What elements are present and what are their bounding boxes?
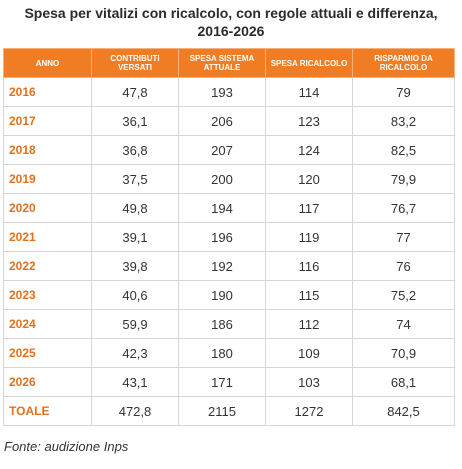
year-cell: 2022	[3, 251, 92, 281]
year-cell: 2024	[3, 309, 92, 339]
source-note: Fonte: audizione Inps	[4, 439, 129, 454]
risparmio-cell: 842,5	[352, 396, 455, 426]
contributi-cell: 39,1	[91, 222, 179, 252]
chart-title-line-1: Spesa per vitalizi con ricalcolo, con re…	[24, 5, 438, 21]
header-row: ANNO CONTRIBUTI VERSATI SPESA SISTEMA AT…	[3, 48, 455, 78]
contributi-cell: 37,5	[91, 164, 179, 194]
contributi-cell: 40,6	[91, 280, 179, 310]
year-cell: 2018	[3, 135, 92, 165]
spesa-ricalcolo-cell: 115	[265, 280, 353, 310]
table-body: 2016 47,8 193 114 79 2017 36,1 206 123 83,2 2018 36…	[3, 77, 455, 426]
total-row: TOALE 472,8 2115 1272 842,5	[3, 396, 455, 426]
risparmio-cell: 70,9	[352, 338, 455, 368]
chart-title-line-2: 2016-2026	[197, 23, 265, 39]
spesa-attuale-cell: 186	[178, 309, 266, 339]
table-row: 2026 43,1 171 103 68,1	[3, 367, 455, 397]
risparmio-cell: 68,1	[352, 367, 455, 397]
spesa-ricalcolo-cell: 1272	[265, 396, 353, 426]
spesa-ricalcolo-cell: 119	[265, 222, 353, 252]
spesa-ricalcolo-cell: 123	[265, 106, 353, 136]
contributi-cell: 472,8	[91, 396, 179, 426]
chart-title: Spesa per vitalizi con ricalcolo, con re…	[0, 4, 462, 40]
spesa-attuale-cell: 192	[178, 251, 266, 281]
table-row: 2024 59,9 186 112 74	[3, 309, 455, 339]
column-header-spesa-ricalcolo: SPESA RICALCOLO	[265, 48, 353, 78]
risparmio-cell: 83,2	[352, 106, 455, 136]
spesa-ricalcolo-cell: 120	[265, 164, 353, 194]
year-cell: 2026	[3, 367, 92, 397]
risparmio-cell: 74	[352, 309, 455, 339]
year-cell: 2016	[3, 77, 92, 107]
table-row: 2022 39,8 192 116 76	[3, 251, 455, 281]
table-row: 2018 36,8 207 124 82,5	[3, 135, 455, 165]
table-row: 2021 39,1 196 119 77	[3, 222, 455, 252]
spesa-ricalcolo-cell: 109	[265, 338, 353, 368]
contributi-cell: 49,8	[91, 193, 179, 223]
column-header-anno: ANNO	[3, 48, 92, 78]
year-cell: 2021	[3, 222, 92, 252]
contributi-cell: 42,3	[91, 338, 179, 368]
contributi-cell: 36,8	[91, 135, 179, 165]
spesa-ricalcolo-cell: 124	[265, 135, 353, 165]
year-cell: TOALE	[3, 396, 92, 426]
spesa-ricalcolo-cell: 112	[265, 309, 353, 339]
spesa-ricalcolo-cell: 116	[265, 251, 353, 281]
table-row: 2023 40,6 190 115 75,2	[3, 280, 455, 310]
spesa-attuale-cell: 194	[178, 193, 266, 223]
risparmio-cell: 79	[352, 77, 455, 107]
contributi-cell: 47,8	[91, 77, 179, 107]
spesa-attuale-cell: 200	[178, 164, 266, 194]
spesa-ricalcolo-cell: 103	[265, 367, 353, 397]
table-header: ANNO CONTRIBUTI VERSATI SPESA SISTEMA AT…	[3, 48, 455, 78]
table-row: 2020 49,8 194 117 76,7	[3, 193, 455, 223]
data-table: ANNO CONTRIBUTI VERSATI SPESA SISTEMA AT…	[3, 48, 455, 426]
risparmio-cell: 82,5	[352, 135, 455, 165]
contributi-cell: 43,1	[91, 367, 179, 397]
column-header-spesa-sistema-attuale: SPESA SISTEMA ATTUALE	[178, 48, 266, 78]
spesa-attuale-cell: 190	[178, 280, 266, 310]
year-cell: 2019	[3, 164, 92, 194]
spesa-attuale-cell: 180	[178, 338, 266, 368]
spesa-attuale-cell: 207	[178, 135, 266, 165]
risparmio-cell: 76,7	[352, 193, 455, 223]
spesa-attuale-cell: 171	[178, 367, 266, 397]
column-header-risparmio-da-ricalcolo: RISPARMIO DA RICALCOLO	[352, 48, 455, 78]
table-row: 2016 47,8 193 114 79	[3, 77, 455, 107]
risparmio-cell: 75,2	[352, 280, 455, 310]
spesa-ricalcolo-cell: 117	[265, 193, 353, 223]
year-cell: 2020	[3, 193, 92, 223]
year-cell: 2017	[3, 106, 92, 136]
spesa-attuale-cell: 193	[178, 77, 266, 107]
spesa-attuale-cell: 2115	[178, 396, 266, 426]
risparmio-cell: 79,9	[352, 164, 455, 194]
table-row: 2025 42,3 180 109 70,9	[3, 338, 455, 368]
spesa-attuale-cell: 206	[178, 106, 266, 136]
risparmio-cell: 76	[352, 251, 455, 281]
contributi-cell: 39,8	[91, 251, 179, 281]
spesa-attuale-cell: 196	[178, 222, 266, 252]
risparmio-cell: 77	[352, 222, 455, 252]
contributi-cell: 36,1	[91, 106, 179, 136]
year-cell: 2025	[3, 338, 92, 368]
column-header-contributi-versati: CONTRIBUTI VERSATI	[91, 48, 179, 78]
year-cell: 2023	[3, 280, 92, 310]
table-row: 2019 37,5 200 120 79,9	[3, 164, 455, 194]
table-row: 2017 36,1 206 123 83,2	[3, 106, 455, 136]
contributi-cell: 59,9	[91, 309, 179, 339]
spesa-ricalcolo-cell: 114	[265, 77, 353, 107]
